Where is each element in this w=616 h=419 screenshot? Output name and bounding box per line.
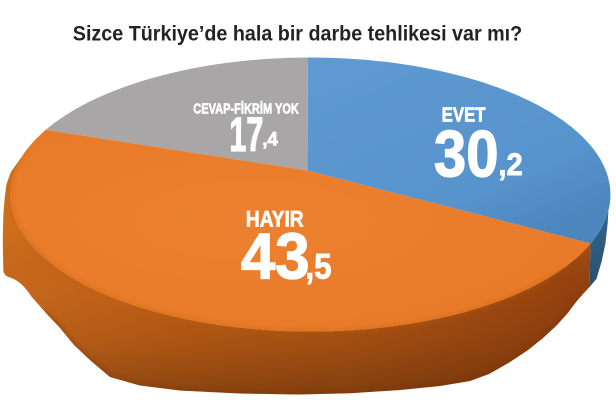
svg-text:,4: ,4 [262, 130, 278, 151]
svg-text:43: 43 [241, 221, 310, 293]
svg-text:30: 30 [434, 117, 499, 191]
svg-text:HAYIR: HAYIR [246, 207, 304, 232]
svg-text:CEVAP-FİKRİM YOK: CEVAP-FİKRİM YOK [193, 101, 299, 118]
svg-text:Sizce Türkiye’de hala bir darb: Sizce Türkiye’de hala bir darbe tehlikes… [73, 20, 522, 45]
svg-text:,5: ,5 [305, 248, 331, 287]
svg-text:17: 17 [229, 108, 263, 162]
svg-text:,2: ,2 [498, 146, 522, 182]
svg-text:EVET: EVET [442, 104, 486, 126]
